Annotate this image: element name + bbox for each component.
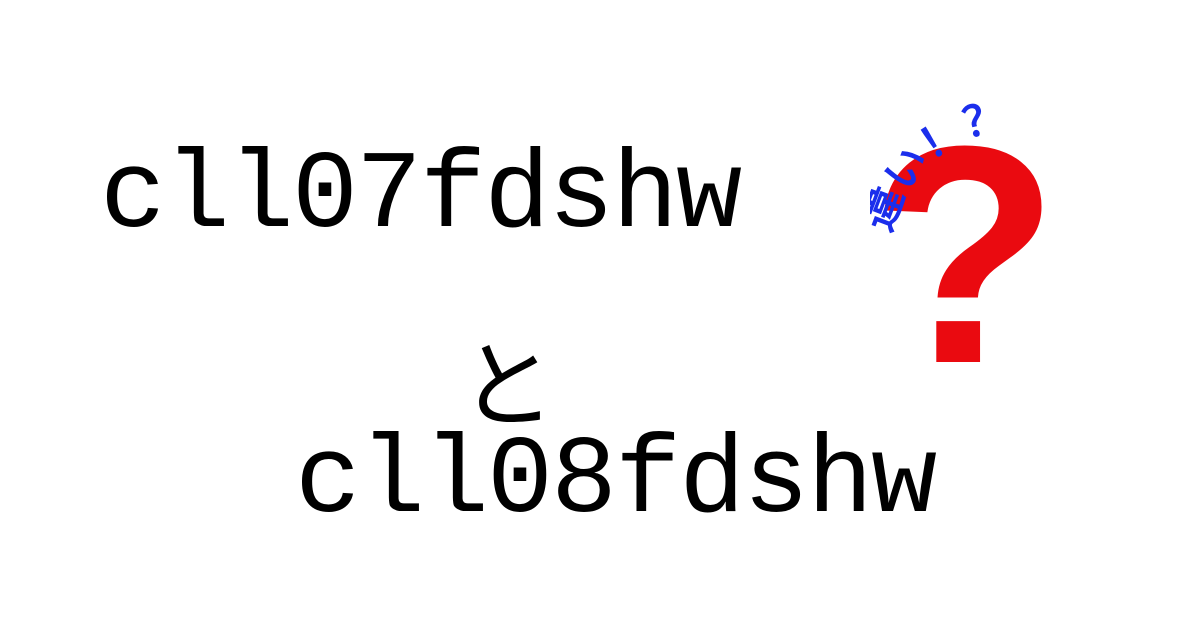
svg-text:違い！？: 違い！？ — [870, 91, 1010, 236]
curved-text-content: 違い！？ — [870, 91, 1010, 236]
text-line-2: cll08fdshw — [295, 420, 935, 545]
curved-annotation: 違い！？ — [870, 60, 1150, 340]
text-line-1: cll07fdshw — [100, 135, 740, 260]
